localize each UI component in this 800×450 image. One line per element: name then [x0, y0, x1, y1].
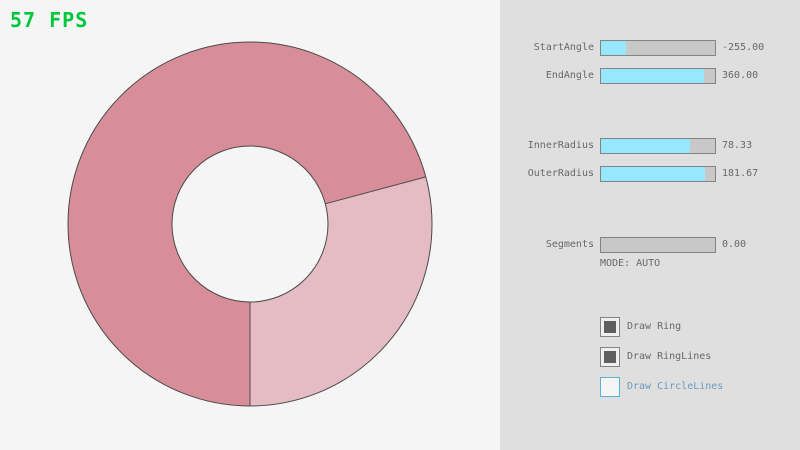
checkbox-draw-circlelines[interactable]: Draw CircleLines: [600, 377, 723, 397]
slider-row-inner-radius: InnerRadius 78.33: [500, 138, 800, 154]
segments-slider[interactable]: [600, 237, 716, 253]
inner-radius-value: 78.33: [722, 140, 753, 151]
draw-ring-checkbox-icon[interactable]: [600, 317, 620, 337]
slider-row-segments: Segments 0.00: [500, 237, 800, 253]
outer-radius-slider-fill: [601, 167, 705, 181]
end-angle-label: EndAngle: [545, 70, 594, 81]
draw-ring-checkbox-label: Draw Ring: [627, 321, 682, 332]
segments-value: 0.00: [722, 239, 747, 250]
outer-radius-label: OuterRadius: [527, 168, 594, 179]
outer-radius-slider[interactable]: [600, 166, 716, 182]
start-angle-slider[interactable]: [600, 40, 716, 56]
end-angle-value: 360.00: [722, 70, 759, 81]
fps-counter: 57 FPS: [10, 8, 89, 32]
checkmark-fill: [604, 351, 616, 363]
inner-radius-slider-fill: [601, 139, 691, 153]
segments-label: Segments: [545, 239, 594, 250]
checkbox-draw-ring[interactable]: Draw Ring: [600, 317, 681, 337]
checkmark-fill: [604, 321, 616, 333]
draw-ringlines-checkbox-icon[interactable]: [600, 347, 620, 367]
start-angle-slider-fill: [601, 41, 626, 55]
outer-radius-value: 181.67: [722, 168, 759, 179]
end-angle-slider[interactable]: [600, 68, 716, 84]
checkbox-draw-ringlines[interactable]: Draw RingLines: [600, 347, 711, 367]
slider-row-outer-radius: OuterRadius 181.67: [500, 166, 800, 182]
mode-label: MODE: AUTO: [600, 258, 661, 269]
start-angle-label: StartAngle: [533, 42, 594, 53]
draw-circlelines-checkbox-icon[interactable]: [600, 377, 620, 397]
end-angle-slider-fill: [601, 69, 704, 83]
inner-radius-slider[interactable]: [600, 138, 716, 154]
checkmark-fill: [604, 381, 616, 393]
inner-radius-label: InnerRadius: [527, 140, 594, 151]
draw-circlelines-checkbox-label: Draw CircleLines: [627, 381, 724, 392]
controls-panel: StartAngle -255.00 EndAngle 360.00 Inner…: [500, 0, 800, 450]
slider-row-start-angle: StartAngle -255.00: [500, 40, 800, 56]
start-angle-value: -255.00: [722, 42, 765, 53]
draw-ringlines-checkbox-label: Draw RingLines: [627, 351, 712, 362]
ring-canvas: [67, 41, 433, 407]
slider-row-end-angle: EndAngle 360.00: [500, 68, 800, 84]
